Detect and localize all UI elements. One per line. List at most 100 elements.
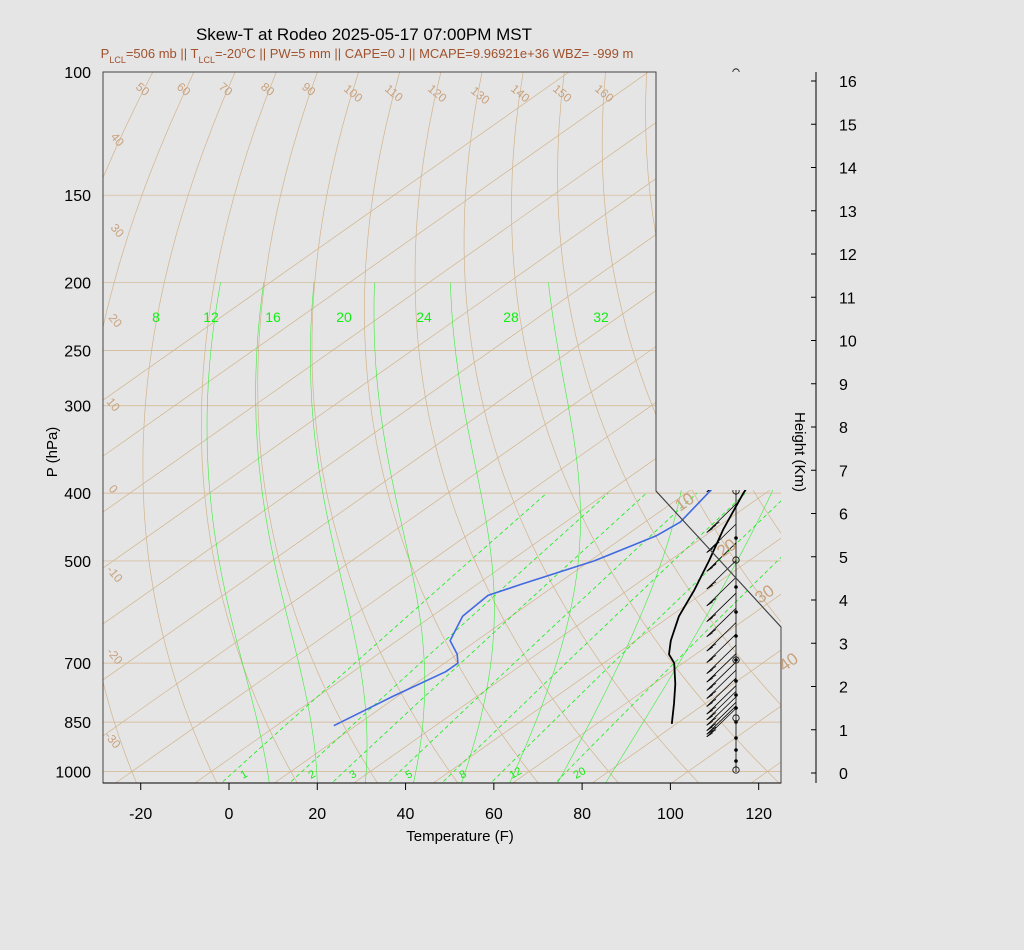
mixing-ratio-line bbox=[387, 492, 698, 783]
x-tick-label: -20 bbox=[129, 806, 152, 823]
moist-adiabat-label: 20 bbox=[336, 309, 352, 325]
x-tick-label: 40 bbox=[397, 806, 415, 823]
wind-barb bbox=[706, 592, 737, 622]
dry-adiabat-line bbox=[257, 72, 378, 783]
dry-adiabat-line bbox=[103, 72, 195, 783]
wind-barb-full bbox=[706, 548, 713, 553]
isotherm-line bbox=[103, 72, 649, 457]
x-tick-label: 100 bbox=[657, 806, 684, 823]
subtitle-rest: C || PW=5 mm || CAPE=0 J || MCAPE=9.9692… bbox=[246, 46, 633, 61]
height-tick-label: 6 bbox=[839, 507, 848, 524]
height-tick-label: 15 bbox=[839, 117, 857, 134]
wind-barb-full bbox=[706, 709, 713, 715]
wind-barb-full bbox=[706, 601, 713, 607]
height-tick-label: 12 bbox=[839, 247, 857, 264]
wind-barb-full bbox=[709, 654, 717, 660]
subtitle-tlcl-sub: LCL bbox=[198, 55, 215, 65]
wind-barb-full bbox=[706, 669, 713, 674]
mixing-ratio-label: 1 bbox=[239, 768, 250, 781]
wind-barb-full bbox=[709, 706, 717, 712]
wind-level-dot bbox=[734, 585, 738, 589]
isotherm-line bbox=[103, 202, 781, 681]
height-tick-label: 0 bbox=[839, 766, 848, 783]
moist-adiabat-label: 8 bbox=[152, 309, 160, 325]
wind-barb bbox=[706, 677, 737, 707]
wind-barb-full bbox=[709, 563, 717, 569]
isotherm-line bbox=[591, 649, 781, 783]
wind-barb-full bbox=[706, 715, 713, 721]
wind-barb bbox=[706, 542, 737, 572]
isotherm-line bbox=[103, 90, 781, 569]
dry-adiabat-line bbox=[414, 72, 619, 783]
moist-adiabat-line bbox=[605, 471, 781, 783]
wind-level-dot bbox=[734, 693, 738, 697]
x-tick-label: 120 bbox=[745, 806, 772, 823]
height-tick-label: 9 bbox=[839, 377, 848, 394]
wind-barb bbox=[706, 702, 737, 732]
wind-barb-full bbox=[709, 581, 717, 587]
dry-adiabat-line bbox=[463, 72, 700, 783]
mixing-ratio-line bbox=[441, 492, 746, 783]
wind-calm-ring bbox=[732, 714, 740, 722]
wind-barb-full bbox=[706, 732, 713, 738]
wind-barb-full bbox=[706, 528, 713, 533]
moist-adiabat-label: 12 bbox=[203, 309, 219, 325]
moist-adiabat-label: 16 bbox=[265, 309, 281, 325]
pressure-tick-label: 250 bbox=[64, 343, 91, 360]
pressure-tick-label: 200 bbox=[64, 276, 91, 293]
isotherm-line bbox=[114, 313, 781, 783]
temperature-profile bbox=[668, 436, 781, 724]
height-tick-label: 8 bbox=[839, 420, 848, 437]
wind-barb-full bbox=[709, 629, 717, 634]
pressure-tick-label: 850 bbox=[64, 715, 91, 732]
isotherm-line bbox=[103, 72, 729, 513]
height-tick-label: 1 bbox=[839, 723, 848, 740]
moist-adiabat-label: 28 bbox=[503, 309, 519, 325]
dewpoint-profile bbox=[333, 272, 781, 727]
wind-barb-full bbox=[706, 694, 713, 699]
x-tick-label: 0 bbox=[225, 806, 234, 823]
wind-barb-full bbox=[706, 702, 713, 707]
chart-subtitle: PLCL=506 mb || TLCL=-20oC || PW=5 mm || … bbox=[101, 45, 634, 65]
mixing-ratio-line bbox=[331, 492, 647, 783]
x-tick-label: 20 bbox=[308, 806, 326, 823]
mixing-ratio-label: 3 bbox=[348, 768, 359, 781]
height-tick-label: 5 bbox=[839, 550, 848, 567]
mixing-ratio-line bbox=[220, 492, 547, 783]
height-tick-label: 16 bbox=[839, 74, 857, 91]
moist-adiabat-line bbox=[450, 282, 495, 783]
moist-adiabat-line bbox=[206, 282, 270, 783]
plot-border-diagonal bbox=[655, 490, 782, 628]
height-tick-label: 14 bbox=[839, 161, 857, 178]
wind-barb-full bbox=[709, 712, 717, 717]
dry-adiabat-line bbox=[142, 72, 236, 783]
wind-barb bbox=[706, 653, 737, 683]
wind-barb-full bbox=[709, 643, 717, 649]
wind-level-dot bbox=[734, 634, 738, 638]
wind-barb bbox=[706, 661, 737, 691]
moist-adiabat-line bbox=[310, 282, 368, 783]
wind-barb-full bbox=[709, 614, 717, 619]
dry-adiabat-line bbox=[601, 72, 781, 623]
wind-barb-full bbox=[706, 720, 713, 726]
y-axis-label: P (hPa) bbox=[44, 427, 61, 478]
wind-barb bbox=[706, 560, 737, 590]
wind-barb-full bbox=[709, 698, 717, 704]
x-tick-label: 60 bbox=[485, 806, 503, 823]
wind-barb bbox=[706, 577, 737, 607]
wind-level-dot bbox=[734, 748, 738, 752]
wind-barb bbox=[706, 691, 737, 721]
mixing-ratio-label: 12 bbox=[508, 765, 525, 782]
sounding-profiles bbox=[333, 272, 781, 727]
mixing-ratio-label: 8 bbox=[458, 768, 469, 781]
wind-barb-full bbox=[706, 646, 713, 652]
wind-barb-full bbox=[709, 666, 717, 671]
wind-barb bbox=[706, 633, 737, 663]
x-axis-label: Temperature (F) bbox=[406, 828, 514, 845]
wind-level-dot bbox=[734, 759, 738, 763]
wind-calm-ring bbox=[732, 766, 740, 774]
pressure-tick-label: 500 bbox=[64, 554, 91, 571]
